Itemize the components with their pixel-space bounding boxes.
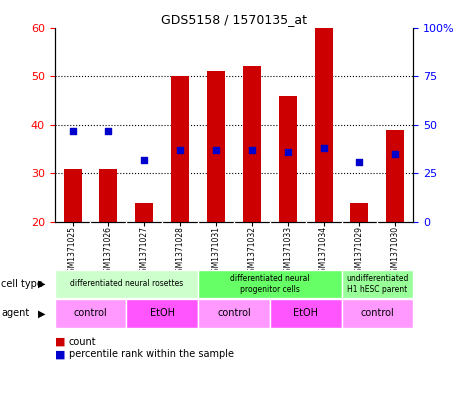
Bar — [99, 169, 117, 222]
Bar — [386, 130, 404, 222]
Text: EtOH: EtOH — [293, 309, 318, 318]
Text: agent: agent — [1, 309, 29, 318]
Text: ■: ■ — [55, 337, 65, 347]
Point — [176, 147, 184, 153]
Point — [141, 157, 148, 163]
Text: GSM1371028: GSM1371028 — [176, 226, 185, 277]
Bar — [55, 270, 198, 298]
Text: EtOH: EtOH — [150, 309, 175, 318]
Text: cell type: cell type — [1, 279, 43, 289]
Text: count: count — [69, 337, 96, 347]
Text: differentiated neural rosettes: differentiated neural rosettes — [70, 279, 183, 288]
Bar — [171, 76, 189, 222]
Bar — [342, 299, 413, 328]
Text: GSM1371030: GSM1371030 — [391, 226, 400, 277]
Bar — [198, 270, 342, 298]
Bar — [207, 71, 225, 222]
Bar — [64, 169, 82, 222]
Bar — [314, 28, 332, 222]
Text: ■: ■ — [55, 349, 65, 360]
Text: GSM1371031: GSM1371031 — [211, 226, 220, 277]
Bar — [126, 299, 198, 328]
Title: GDS5158 / 1570135_at: GDS5158 / 1570135_at — [161, 13, 307, 26]
Bar — [351, 203, 369, 222]
Point — [284, 149, 292, 155]
Text: GSM1371034: GSM1371034 — [319, 226, 328, 277]
Bar — [270, 299, 342, 328]
Point — [320, 145, 327, 151]
Text: percentile rank within the sample: percentile rank within the sample — [69, 349, 234, 360]
Text: control: control — [74, 309, 107, 318]
Text: GSM1371032: GSM1371032 — [247, 226, 257, 277]
Text: GSM1371029: GSM1371029 — [355, 226, 364, 277]
Text: control: control — [361, 309, 394, 318]
Point — [391, 151, 399, 157]
Point — [69, 127, 76, 134]
Bar — [342, 270, 413, 298]
Point — [356, 159, 363, 165]
Bar — [279, 95, 297, 222]
Point — [212, 147, 220, 153]
Text: ▶: ▶ — [38, 279, 46, 289]
Point — [248, 147, 256, 153]
Text: undifferentiated
H1 hESC parent: undifferentiated H1 hESC parent — [346, 274, 408, 294]
Text: ▶: ▶ — [38, 309, 46, 318]
Text: GSM1371026: GSM1371026 — [104, 226, 113, 277]
Text: control: control — [217, 309, 251, 318]
Text: GSM1371027: GSM1371027 — [140, 226, 149, 277]
Point — [104, 127, 112, 134]
Bar — [243, 66, 261, 222]
Text: GSM1371033: GSM1371033 — [283, 226, 292, 277]
Text: GSM1371025: GSM1371025 — [68, 226, 77, 277]
Bar — [198, 299, 270, 328]
Bar — [55, 299, 126, 328]
Bar — [135, 203, 153, 222]
Text: differentiated neural
progenitor cells: differentiated neural progenitor cells — [230, 274, 310, 294]
